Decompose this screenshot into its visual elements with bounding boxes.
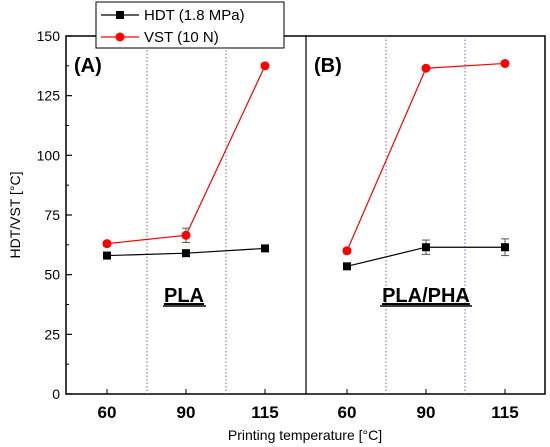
legend-label-vst: VST (10 N) <box>144 29 219 46</box>
category-separators <box>146 36 466 394</box>
x-axis-title: Printing temperature [°C] <box>228 427 382 443</box>
data-point-1-0-1 <box>181 230 191 240</box>
series-layer <box>102 58 510 271</box>
x-tick-label-1-0: 60 <box>338 403 357 422</box>
x-tick-label-0-0: 60 <box>98 403 117 422</box>
data-point-1-1-1 <box>421 63 431 73</box>
x-tick-label-1-1: 90 <box>417 403 436 422</box>
data-point-0-1-0 <box>343 262 351 271</box>
series-line-1-1 <box>346 62 506 252</box>
data-point-0-1-1 <box>422 243 430 252</box>
data-point-0-1-2 <box>501 243 509 252</box>
y-tick-label-0: 0 <box>52 386 60 402</box>
y-tick-label-2: 50 <box>44 267 60 283</box>
x-tick-label-0-2: 115 <box>251 403 278 422</box>
legend-marker-vst <box>115 32 125 42</box>
y-tick-label-1: 25 <box>44 326 60 342</box>
y-tick-label-6: 150 <box>37 28 61 44</box>
panel-label-b: (B) <box>314 55 342 77</box>
data-point-1-0-2 <box>260 61 270 71</box>
data-point-0-0-0 <box>103 251 111 260</box>
legend-label-hdt: HDT (1.8 MPa) <box>144 7 245 24</box>
legend-marker-hdt <box>116 11 124 19</box>
material-label-pla-pha: PLA/PHA <box>382 285 470 307</box>
legend-box <box>95 1 285 49</box>
x-axis: 60 90 115 60 90 115 <box>98 389 519 422</box>
y-tick-label-4: 100 <box>37 147 61 163</box>
data-point-0-0-2 <box>261 244 269 253</box>
panel-label-a: (A) <box>74 55 102 77</box>
data-point-1-0-0 <box>102 239 112 249</box>
series-line-1-0 <box>106 65 266 245</box>
legend: HDT (1.8 MPa) VST (10 N) <box>95 1 285 49</box>
y-tick-label-5: 125 <box>37 88 61 104</box>
material-label-pla: PLA <box>164 285 204 307</box>
y-tick-label-3: 75 <box>44 207 60 223</box>
data-point-1-1-2 <box>500 58 510 68</box>
y-axis: 0 25 50 75 100 125 150 <box>37 28 72 402</box>
x-tick-label-1-2: 115 <box>491 403 518 422</box>
data-point-1-1-0 <box>342 246 352 256</box>
y-axis-title: HDT/VST [°C] <box>7 171 23 258</box>
data-point-0-0-1 <box>182 249 190 258</box>
x-tick-label-0-1: 90 <box>177 403 196 422</box>
